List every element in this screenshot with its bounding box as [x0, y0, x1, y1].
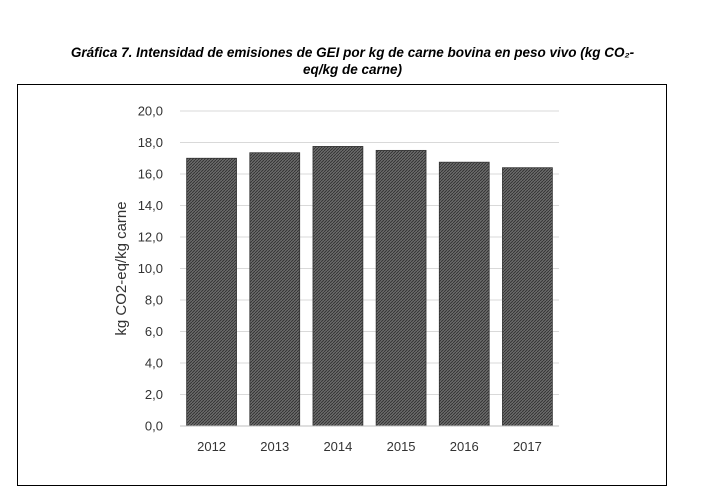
y-tick-label: 6,0: [145, 324, 163, 339]
y-tick-label: 10,0: [138, 261, 163, 276]
y-tick-label: 16,0: [138, 167, 163, 182]
x-tick-label-2014: 2014: [323, 439, 352, 454]
chart-title-line-1: Gráfica 7. Intensidad de emisiones de GE…: [70, 45, 635, 60]
bars: [186, 146, 553, 427]
gridlines: [180, 110, 559, 395]
chart-title: Gráfica 7. Intensidad de emisiones de GE…: [0, 44, 705, 78]
bar-2015: [375, 149, 427, 427]
x-tick-label-2015: 2015: [387, 439, 416, 454]
y-tick-label: 18,0: [138, 135, 163, 150]
bar-2016: [438, 161, 490, 427]
y-axis-title: kg CO2-eq/kg carne: [113, 201, 130, 335]
bar-2014: [312, 146, 364, 427]
y-tick-label: 4,0: [145, 356, 163, 371]
bar-2013: [249, 152, 301, 427]
x-tick-label-2013: 2013: [260, 439, 289, 454]
x-tick-label-2017: 2017: [513, 439, 542, 454]
chart-frame: 0,0 2,0 4,0 6,0 8,0 10,0 12,0 14,0 16,0 18,0 20,0 …: [17, 84, 667, 486]
bar-chart: 0,02,04,06,08,010,012,014,016,018,020,0 …: [113, 104, 559, 454]
chart-title-line-2: eq/kg de carne): [302, 62, 403, 77]
bar-2012: [186, 157, 237, 427]
y-tick-label: 20,0: [138, 104, 163, 119]
x-tick-label-2012: 2012: [197, 439, 226, 454]
y-tick-label: 8,0: [145, 293, 163, 308]
y-tick-labels: 0,0 2,0 4,0 6,0 8,0 10,0 12,0 14,0 16,0 18,0 20,0: [138, 104, 163, 434]
y-tick-label: 2,0: [145, 387, 163, 402]
x-tick-label-2016: 2016: [450, 439, 479, 454]
x-tick-labels: 2012 2013 2014 2015 2016 2017: [197, 439, 542, 454]
bar-2017: [502, 167, 553, 427]
y-tick-label: 12,0: [138, 230, 163, 245]
y-tick-label: 0,0: [145, 419, 163, 434]
y-tick-label: 14,0: [138, 198, 163, 213]
